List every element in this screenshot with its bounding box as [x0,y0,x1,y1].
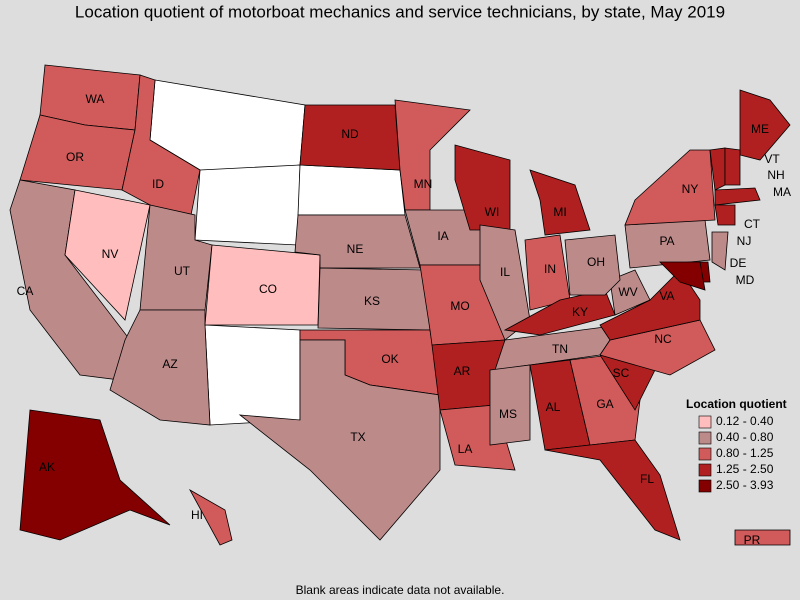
state-label: NY [682,182,699,196]
state [544,439,681,541]
state [714,204,736,226]
state [109,309,211,426]
state-label: PA [659,234,674,248]
state-label: TX [350,430,365,444]
state-label: OK [381,352,398,366]
state [734,529,791,546]
legend-swatch [698,447,712,461]
state [503,289,616,336]
legend: 0.12 - 0.40 0.40 - 0.80 0.80 - 1.25 1.25 - … [698,414,774,493]
state-label: NE [347,242,364,256]
state-label: CO [259,282,277,296]
blank-state [297,164,406,216]
state-label: IA [437,229,448,243]
legend-label: 0.80 - 1.25 [716,446,774,460]
state-label: MS [499,407,517,421]
state-label: OH [587,255,605,269]
state-label: VT [764,152,780,166]
state [659,261,706,291]
legend-label: 0.40 - 0.80 [716,430,774,444]
state-label: AR [454,364,471,378]
state-label: LA [458,442,473,456]
state-label: SC [613,366,630,380]
blank-state [194,164,301,246]
legend-swatch [698,479,712,493]
state-label: MA [773,185,791,199]
state-label: AK [39,460,55,474]
state-labels: WA OR CA NV ID UT AZ CO ND MN NE KS OK TX IA MO AR LA WI IL… [17,92,791,547]
state [609,269,651,316]
state-label: GA [596,397,613,411]
legend-label: 1.25 - 2.50 [716,462,774,476]
state-label: WA [86,92,105,106]
state-label: UT [174,264,191,278]
state [489,364,531,446]
state-label: OR [66,150,84,164]
footnote: Blank areas indicate data not available. [296,583,505,597]
state-label: NV [102,247,119,261]
state-label: TN [552,342,568,356]
state-label: CA [17,284,34,298]
state [64,189,151,321]
state-label: IL [500,265,510,279]
state [238,339,441,541]
state [711,231,729,271]
state-label: VA [659,289,674,303]
state-label: IN [544,262,556,276]
state-label: HI [191,508,203,522]
state-label: AZ [162,357,177,371]
state-label: FL [640,472,654,486]
legend-swatch [698,431,712,445]
state-label: NC [654,332,672,346]
state-label: ID [152,177,164,191]
blank-states [149,79,406,426]
state-label: KS [364,294,380,308]
state-label: ND [341,127,359,141]
state [724,147,741,186]
state-label: MD [736,273,755,287]
state-label: WI [485,205,500,219]
state-label: NJ [737,234,752,248]
state-label: AL [546,400,561,414]
state-label: NH [767,168,784,182]
state [188,488,233,546]
state-label: ME [751,122,769,136]
state-label: DE [730,256,747,270]
legend-title: Location quotient [686,397,787,411]
legend-swatch [698,415,712,429]
state-label: PR [744,533,761,547]
state-label: WV [618,285,637,299]
state [19,409,171,541]
state-label: MO [450,299,469,313]
state-label: MI [553,205,566,219]
map-title: Location quotient of motorboat mechanics… [75,2,725,21]
state [714,187,761,206]
state-label: CT [744,217,761,231]
state-label: MN [414,177,433,191]
states [9,64,791,546]
state-label: KY [572,305,588,319]
state [529,169,591,236]
legend-label: 0.12 - 0.40 [716,414,774,428]
legend-label: 2.50 - 3.93 [716,478,774,492]
state [624,149,716,226]
state [564,234,621,296]
blank-state [204,324,301,426]
legend-swatch [698,463,712,477]
state [739,89,791,161]
